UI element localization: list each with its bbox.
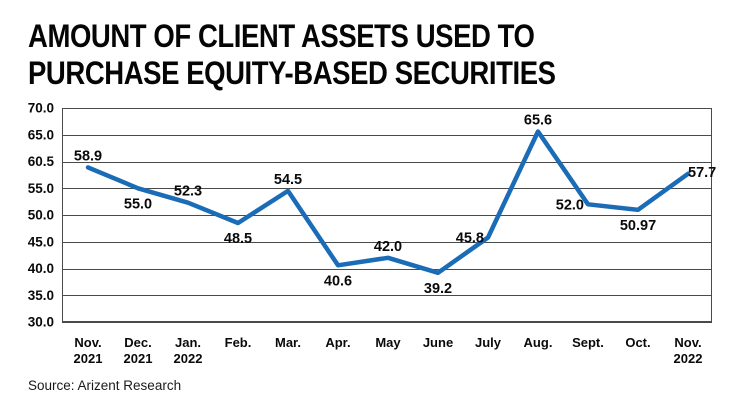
y-tick-label: 70.0 bbox=[28, 101, 54, 116]
x-tick-label: Jan. 2022 bbox=[174, 335, 203, 366]
y-tick-label: 45.0 bbox=[28, 234, 54, 249]
point-label: 45.8 bbox=[456, 230, 484, 246]
point-label: 42.0 bbox=[374, 239, 402, 255]
point-label: 57.7 bbox=[688, 165, 716, 181]
y-tick-label: 30.0 bbox=[28, 315, 54, 330]
x-tick-label: Oct. bbox=[625, 335, 650, 350]
point-label: 50.97 bbox=[620, 218, 656, 234]
x-tick-label: Mar. bbox=[275, 335, 301, 350]
point-label: 65.6 bbox=[524, 113, 552, 129]
x-tick-label: June bbox=[423, 335, 453, 350]
point-label: 40.6 bbox=[324, 273, 352, 289]
x-tick-label: Sept. bbox=[572, 335, 604, 350]
data-line bbox=[85, 129, 691, 276]
point-label: 58.9 bbox=[74, 148, 102, 164]
x-tick-label: Dec. 2021 bbox=[124, 335, 153, 366]
point-label: 39.2 bbox=[424, 281, 452, 297]
plot-border bbox=[62, 108, 712, 322]
x-tick-label: Nov. 2021 bbox=[74, 335, 103, 366]
chart-title-line1: AMOUNT OF CLIENT ASSETS USED TO bbox=[28, 18, 535, 54]
point-label: 48.5 bbox=[224, 231, 252, 247]
chart-title: AMOUNT OF CLIENT ASSETS USED TO PURCHASE… bbox=[28, 18, 556, 92]
point-label: 54.5 bbox=[274, 172, 302, 188]
y-tick-label: 35.0 bbox=[28, 288, 54, 303]
chart-title-line2: PURCHASE EQUITY-BASED SECURITIES bbox=[28, 55, 556, 91]
x-tick-label: Apr. bbox=[325, 335, 350, 350]
x-tick-label: July bbox=[475, 335, 502, 350]
y-tick-label: 60.5 bbox=[28, 154, 55, 169]
x-tick-label: Nov. 2022 bbox=[674, 335, 703, 366]
source-attribution: Source: Arizent Research bbox=[28, 378, 182, 393]
y-tick-label: 55.0 bbox=[28, 181, 54, 196]
y-tick-label: 50.0 bbox=[28, 208, 54, 223]
x-tick-label: Feb. bbox=[225, 335, 252, 350]
y-tick-label: 65.0 bbox=[28, 127, 54, 142]
point-label: 52.0 bbox=[556, 197, 584, 213]
point-label: 52.3 bbox=[174, 184, 202, 200]
x-tick-label: Aug. bbox=[524, 335, 553, 350]
point-label: 55.0 bbox=[124, 196, 152, 212]
y-tick-label: 40.0 bbox=[28, 261, 54, 276]
x-tick-label: May bbox=[375, 335, 401, 350]
